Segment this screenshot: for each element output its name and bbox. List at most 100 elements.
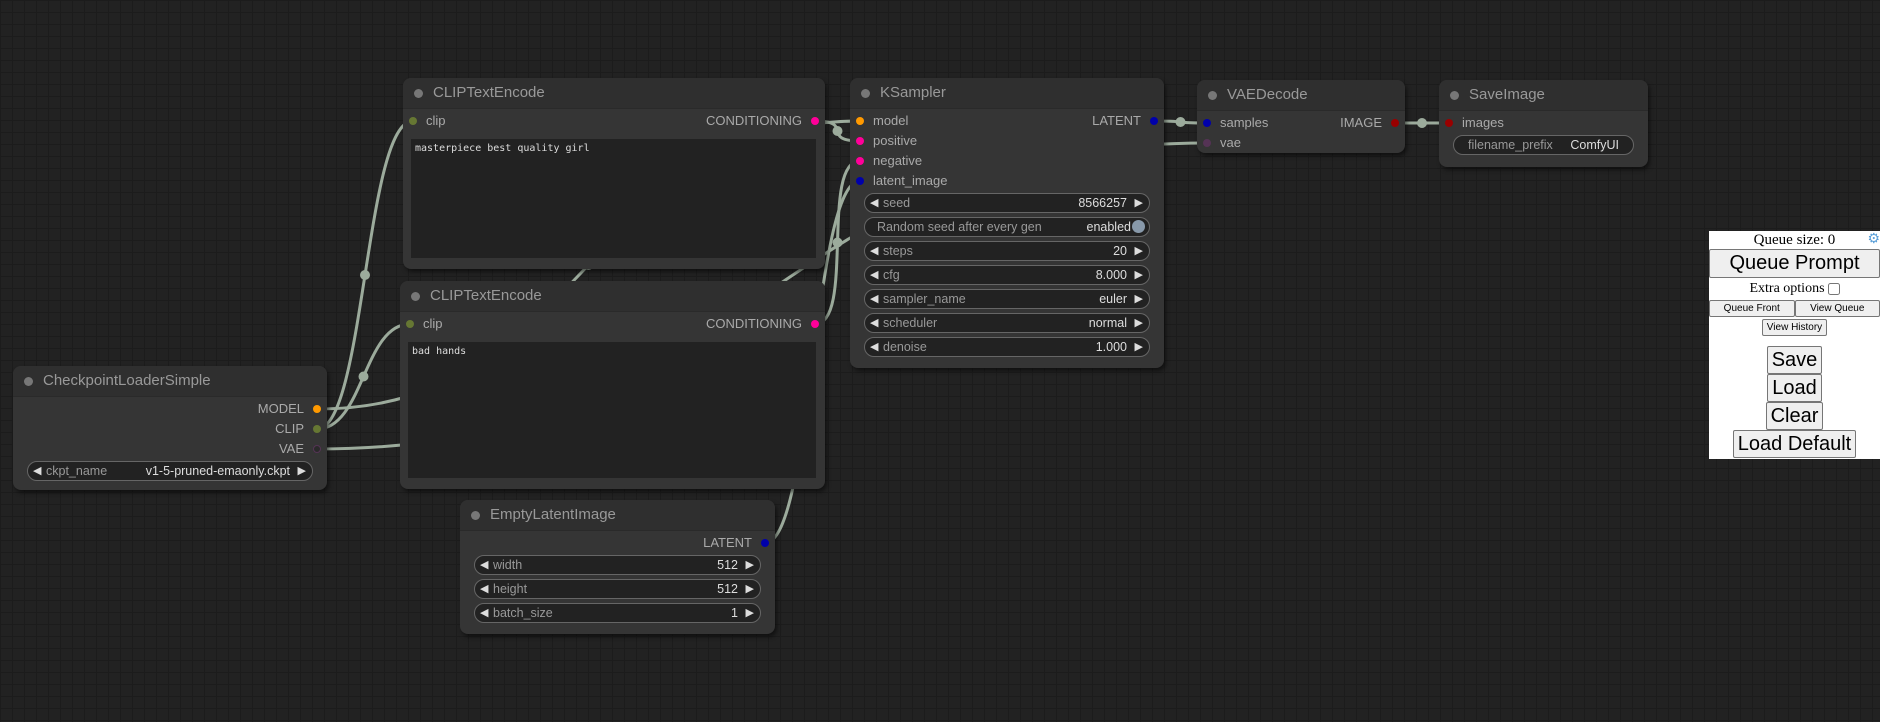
decrement-arrow-icon[interactable]: ◀	[870, 317, 879, 329]
load-button[interactable]: Load	[1767, 374, 1822, 402]
node-checkpoint[interactable]: CheckpointLoaderSimple MODEL CLIP VAE ◀ ▶ ckpt…	[13, 366, 327, 490]
node-ksampler[interactable]: KSampler model positive negative latent_imag…	[850, 78, 1164, 368]
node-title[interactable]: CheckpointLoaderSimple	[13, 366, 327, 397]
decrement-arrow-icon[interactable]: ◀	[870, 269, 879, 281]
increment-arrow-icon[interactable]: ▶	[1134, 269, 1143, 281]
queue-front-button[interactable]: Queue Front	[1709, 300, 1795, 317]
widget-width[interactable]: ◀ ▶ width 512	[474, 555, 761, 575]
clip-input-dot-icon[interactable]	[409, 117, 417, 125]
latent-input-dot-icon[interactable]	[1203, 119, 1211, 127]
widget-steps[interactable]: ◀ ▶ steps 20	[864, 241, 1150, 261]
output-slot-latent[interactable]: LATENT	[1092, 111, 1164, 131]
link-midpoint-handle[interactable]	[358, 371, 369, 382]
decrement-arrow-icon[interactable]: ◀	[870, 245, 879, 257]
node-title[interactable]: CLIPTextEncode	[400, 281, 825, 312]
link-midpoint-handle[interactable]	[832, 126, 843, 136]
link-midpoint-handle[interactable]	[360, 270, 370, 280]
input-slot-clip[interactable]: clip	[403, 111, 446, 131]
collapse-dot-icon[interactable]	[1450, 91, 1459, 100]
vae-input-dot-icon[interactable]	[1203, 139, 1211, 147]
conditioning-input-dot-icon[interactable]	[856, 157, 864, 165]
conditioning-output-dot-icon[interactable]	[811, 117, 819, 125]
save-button[interactable]: Save	[1766, 346, 1823, 374]
clip-output-dot-icon[interactable]	[313, 425, 321, 433]
input-slot-clip[interactable]: clip	[400, 314, 443, 334]
toggle-knob-icon[interactable]	[1132, 220, 1145, 233]
input-slot-vae[interactable]: vae	[1197, 133, 1241, 153]
increment-arrow-icon[interactable]: ▶	[1134, 245, 1143, 257]
link-midpoint-handle[interactable]	[1175, 117, 1186, 127]
latent-output-dot-icon[interactable]	[1150, 117, 1158, 125]
node-title[interactable]: KSampler	[850, 78, 1164, 109]
widget-scheduler[interactable]: ◀ ▶ scheduler normal	[864, 313, 1150, 333]
input-slot-model[interactable]: model	[850, 111, 908, 131]
increment-arrow-icon[interactable]: ▶	[1134, 197, 1143, 209]
input-slot-negative[interactable]: negative	[850, 151, 922, 171]
input-slot-images[interactable]: images	[1439, 113, 1504, 133]
vae-output-dot-icon[interactable]	[313, 445, 321, 453]
output-slot-image[interactable]: IMAGE	[1340, 113, 1405, 133]
view-queue-button[interactable]: View Queue	[1794, 300, 1880, 317]
latent-input-dot-icon[interactable]	[856, 177, 864, 185]
decrement-arrow-icon[interactable]: ◀	[480, 583, 489, 595]
node-title[interactable]: VAEDecode	[1197, 80, 1405, 111]
decrement-arrow-icon[interactable]: ◀	[480, 559, 489, 571]
output-slot-vae[interactable]: VAE	[279, 439, 327, 459]
link-midpoint-handle[interactable]	[1417, 118, 1427, 128]
decrement-arrow-icon[interactable]: ◀	[33, 465, 42, 477]
increment-arrow-icon[interactable]: ▶	[745, 607, 754, 619]
collapse-dot-icon[interactable]	[1208, 91, 1217, 100]
decrement-arrow-icon[interactable]: ◀	[870, 293, 879, 305]
increment-arrow-icon[interactable]: ▶	[297, 465, 306, 477]
increment-arrow-icon[interactable]: ▶	[1134, 293, 1143, 305]
widget-random-seed-after-every-gen[interactable]: Random seed after every gen enabled	[864, 217, 1150, 237]
increment-arrow-icon[interactable]: ▶	[1134, 317, 1143, 329]
widget-batch-size[interactable]: ◀ ▶ batch_size 1	[474, 603, 761, 623]
increment-arrow-icon[interactable]: ▶	[745, 583, 754, 595]
node-clip-pos[interactable]: CLIPTextEncode clip CONDITIONING masterpiec…	[403, 78, 825, 269]
clear-button[interactable]: Clear	[1765, 402, 1824, 430]
widget-sampler-name[interactable]: ◀ ▶ sampler_name euler	[864, 289, 1150, 309]
latent-output-dot-icon[interactable]	[761, 539, 769, 547]
model-input-dot-icon[interactable]	[856, 117, 864, 125]
model-output-dot-icon[interactable]	[313, 405, 321, 413]
input-slot-latent-image[interactable]: latent_image	[850, 171, 947, 191]
collapse-dot-icon[interactable]	[24, 377, 33, 386]
extra-options-checkbox[interactable]	[1827, 282, 1840, 295]
load-default-button[interactable]: Load Default	[1732, 430, 1857, 458]
increment-arrow-icon[interactable]: ▶	[1134, 341, 1143, 353]
collapse-dot-icon[interactable]	[471, 511, 480, 520]
node-title[interactable]: EmptyLatentImage	[460, 500, 775, 531]
node-save-image[interactable]: SaveImage images filename_prefix ComfyUI	[1439, 80, 1648, 167]
widget-filename-prefix[interactable]: filename_prefix ComfyUI	[1453, 135, 1634, 155]
decrement-arrow-icon[interactable]: ◀	[870, 197, 879, 209]
node-title[interactable]: SaveImage	[1439, 80, 1648, 111]
queue-prompt-button[interactable]: Queue Prompt	[1709, 249, 1880, 278]
output-slot-model[interactable]: MODEL	[258, 399, 327, 419]
node-title[interactable]: CLIPTextEncode	[403, 78, 825, 109]
increment-arrow-icon[interactable]: ▶	[745, 559, 754, 571]
collapse-dot-icon[interactable]	[411, 292, 420, 301]
widget-denoise[interactable]: ◀ ▶ denoise 1.000	[864, 337, 1150, 357]
widget-cfg[interactable]: ◀ ▶ cfg 8.000	[864, 265, 1150, 285]
prompt-textarea[interactable]: masterpiece best quality girl	[411, 139, 816, 258]
prompt-textarea[interactable]: bad hands	[408, 342, 816, 478]
collapse-dot-icon[interactable]	[861, 89, 870, 98]
decrement-arrow-icon[interactable]: ◀	[480, 607, 489, 619]
clip-input-dot-icon[interactable]	[406, 320, 414, 328]
output-slot-latent[interactable]: LATENT	[703, 533, 775, 553]
node-clip-neg[interactable]: CLIPTextEncode clip CONDITIONING bad hands	[400, 281, 825, 489]
output-slot-clip[interactable]: CLIP	[275, 419, 327, 439]
input-slot-samples[interactable]: samples	[1197, 113, 1268, 133]
node-vae-decode[interactable]: VAEDecode samples vae IMAGE	[1197, 80, 1405, 153]
node-empty-latent[interactable]: EmptyLatentImage LATENT ◀ ▶ width 512 ◀ ▶ height…	[460, 500, 775, 634]
conditioning-input-dot-icon[interactable]	[856, 137, 864, 145]
widget-seed[interactable]: ◀ ▶ seed 8566257	[864, 193, 1150, 213]
decrement-arrow-icon[interactable]: ◀	[870, 341, 879, 353]
link-midpoint-handle[interactable]	[832, 237, 843, 248]
collapse-dot-icon[interactable]	[414, 89, 423, 98]
image-input-dot-icon[interactable]	[1445, 119, 1453, 127]
input-slot-positive[interactable]: positive	[850, 131, 917, 151]
view-history-button[interactable]: View History	[1761, 319, 1828, 336]
image-output-dot-icon[interactable]	[1391, 119, 1399, 127]
